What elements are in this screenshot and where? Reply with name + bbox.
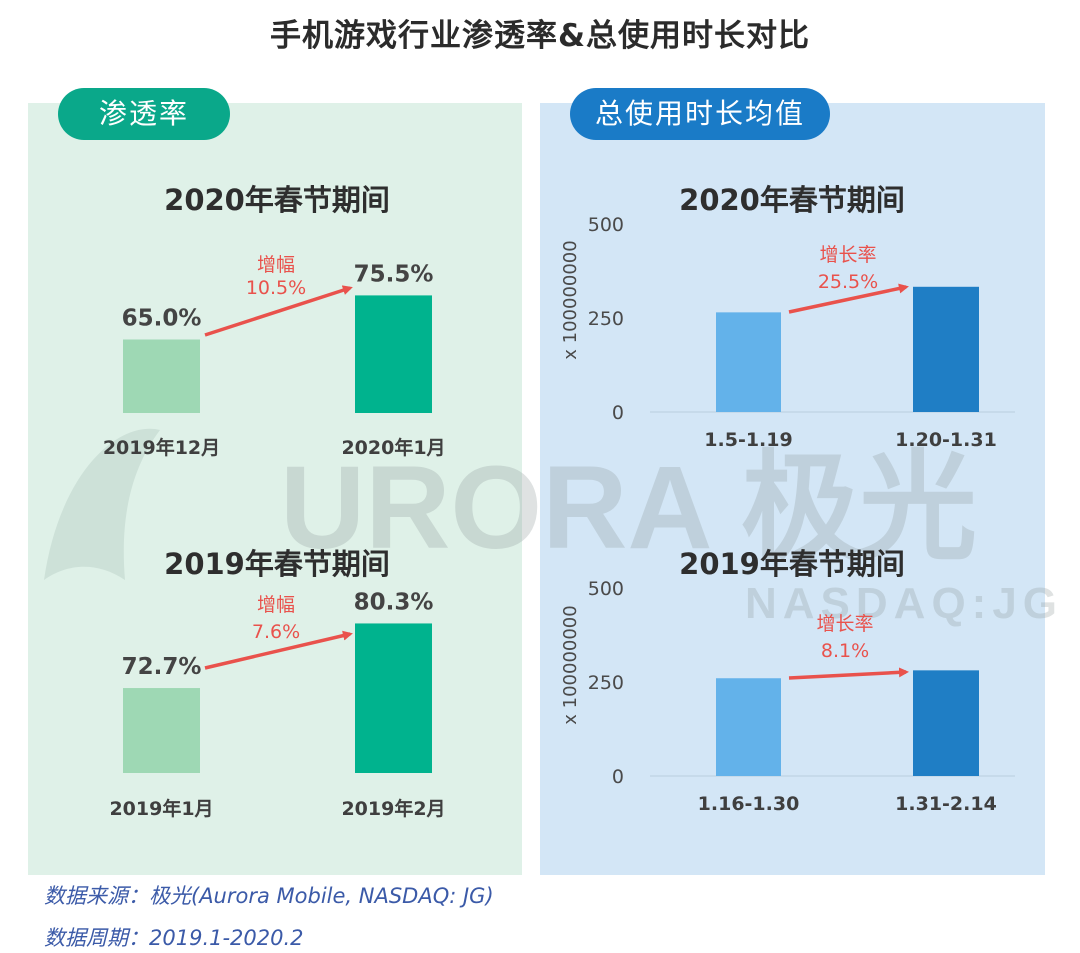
chart-penetration-2019-bar-1 [123,688,200,773]
chart-duration-2020-bar-2 [913,286,979,412]
chart-penetration-2019-growth-arrow [204,630,353,670]
chart-duration-2020-category-label-1: 1.5-1.19 [704,429,792,451]
chart-duration-2019-growth-label: 增长率 [816,613,873,635]
chart-duration-2019-growth-arrow [788,667,909,680]
chart-duration-2020-growth-value: 25.5% [818,271,878,293]
penetration-label: 渗透率 [58,88,230,140]
chart-duration-2019-ytick-label: 0 [612,766,624,788]
period-text: 数据周期：2019.1-2020.2 [44,926,304,950]
chart-duration-2020-ytick-label: 500 [588,214,624,236]
chart-duration-2019-category-label-1: 1.16-1.30 [698,793,800,815]
chart-penetration-2019-bar-2 [355,623,432,773]
chart-penetration-2020-bar-2 [355,295,432,413]
chart-duration-2020-ytick-label: 250 [588,308,624,330]
chart-penetration-2020-bar-1 [123,339,200,413]
chart-penetration-2019-growth-label: 增幅 [257,594,295,616]
chart-duration-2020-ytick-label: 0 [612,402,624,424]
chart-penetration-2020-title: 2020年春节期间 [164,183,390,217]
chart-duration-2020-title: 2020年春节期间 [679,183,905,217]
chart-penetration-2019-title: 2019年春节期间 [164,547,390,581]
chart-penetration-2019-category-label-1: 2019年1月 [109,797,213,820]
chart-duration-2019-ytick-label: 250 [588,672,624,694]
chart-duration-2019-title: 2019年春节期间 [679,547,905,581]
chart-penetration-2020-category-label-2: 2020年1月 [341,436,445,459]
page-title: 手机游戏行业渗透率&总使用时长对比 [269,18,811,54]
penetration-panel [28,103,522,875]
chart-penetration-2019-value-label-2: 80.3% [354,589,434,615]
chart-duration-2019-ytick-label: 500 [588,578,624,600]
chart-penetration-2019-category-label-2: 2019年2月 [341,797,445,820]
chart-duration-2020-growth-label: 增长率 [819,244,876,266]
chart-penetration-2019-growth-value: 7.6% [252,621,300,643]
chart-penetration-2020-value-label-1: 65.0% [122,306,202,332]
source-text: 数据来源：极光(Aurora Mobile, NASDAQ: JG) [44,884,494,908]
chart-penetration-2020-growth-label: 增幅 [257,254,295,276]
chart-duration-2019-category-label-2: 1.31-2.14 [895,793,997,815]
chart-duration-2019-growth-value: 8.1% [821,640,869,662]
chart-duration-2019-bar-1 [716,678,781,776]
chart-penetration-2019-value-label-1: 72.7% [122,654,202,680]
chart-penetration-2020-growth-arrow [204,285,353,337]
chart-penetration-2020-category-label-1: 2019年12月 [103,436,220,459]
chart-duration-2020-category-label-2: 1.20-1.31 [895,429,997,451]
chart-duration-2020-bar-1 [716,312,781,412]
chart-penetration-2020-value-label-2: 75.5% [354,261,434,287]
chart-penetration-2020-growth-value: 10.5% [246,277,306,299]
duration-label: 总使用时长均值 [570,88,830,140]
chart-duration-2019-ylabel: x 100000000 [560,605,581,724]
chart-duration-2020-ylabel: x 100000000 [560,240,581,359]
chart-duration-2020-growth-arrow [788,283,909,314]
chart-duration-2019-bar-2 [913,670,979,776]
